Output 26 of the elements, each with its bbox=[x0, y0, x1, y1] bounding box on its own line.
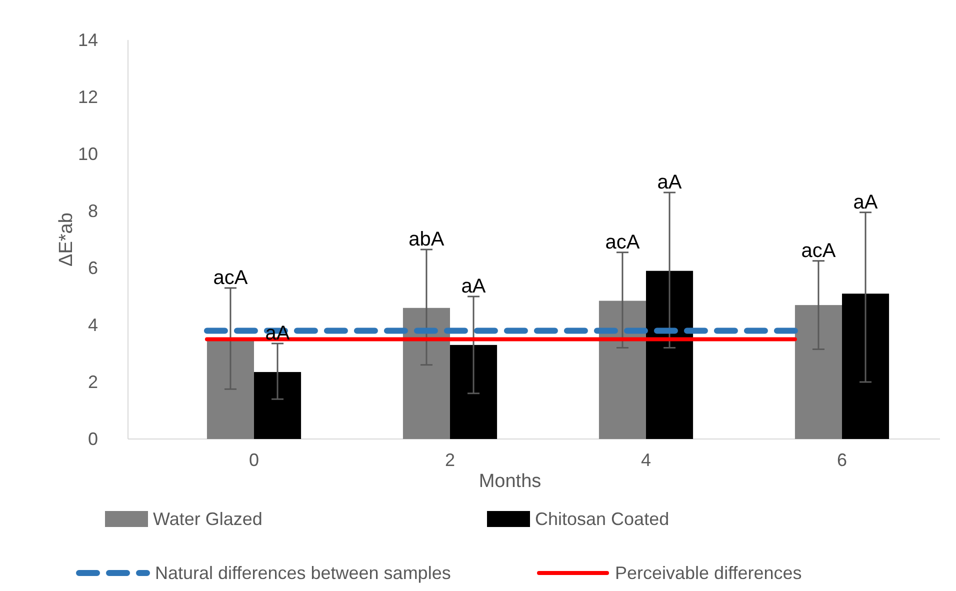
legend-label: Chitosan Coated bbox=[535, 509, 670, 529]
annotation: acA bbox=[801, 240, 836, 262]
y-tick-label: 8 bbox=[88, 200, 98, 221]
annotation: aA bbox=[461, 276, 486, 298]
y-tick-label: 6 bbox=[88, 258, 98, 278]
legend-label: Perceivable differences bbox=[615, 563, 802, 583]
x-tick-label: 0 bbox=[248, 450, 260, 470]
legend-label: Water Glazed bbox=[153, 509, 262, 529]
annotation: acA bbox=[213, 266, 248, 289]
annotation: abA bbox=[408, 228, 445, 250]
y-tick-label: 0 bbox=[88, 428, 98, 449]
x-tick-label: 2 bbox=[444, 450, 456, 470]
annotation: acA bbox=[605, 231, 640, 254]
y-tick-label: 2 bbox=[88, 372, 98, 392]
y-tick-label: 4 bbox=[88, 314, 98, 335]
annotation: aA bbox=[853, 191, 878, 214]
y-tick-label: 14 bbox=[78, 30, 98, 50]
x-tick-label: 6 bbox=[836, 450, 848, 470]
x-tick-label: 4 bbox=[640, 450, 652, 470]
x-axis-title: Months bbox=[478, 471, 542, 492]
y-tick-label: 10 bbox=[78, 144, 98, 164]
legend-label: Natural differences between samples bbox=[155, 563, 451, 583]
annotation: aA bbox=[657, 171, 682, 194]
y-tick-label: 12 bbox=[78, 86, 98, 107]
y-axis-title: ΔE*ab bbox=[56, 212, 77, 266]
annotation: aA bbox=[265, 322, 290, 345]
